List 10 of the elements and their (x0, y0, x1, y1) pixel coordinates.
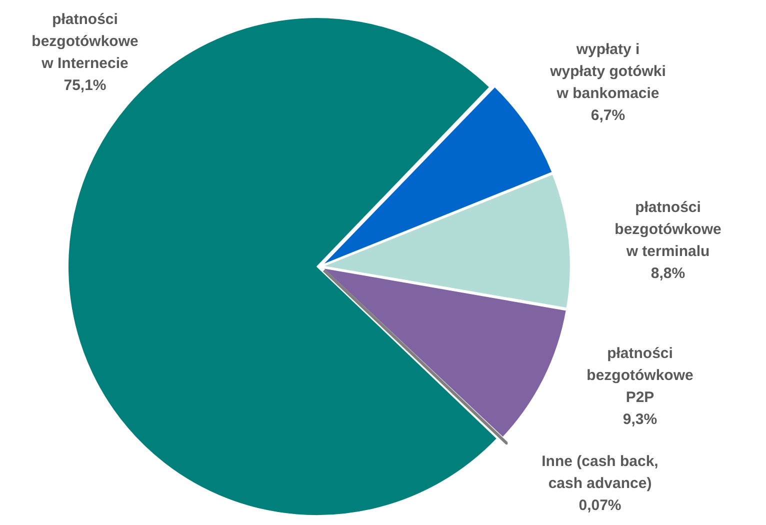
data-label: 75,1% (64, 77, 106, 94)
slice-label: płatności bezgotówkowe P2P (586, 345, 694, 406)
slice-label: wypłaty i wypłaty gotówki w bankomacie (549, 41, 666, 102)
data-label: 0,07% (578, 497, 622, 514)
data-label: 6,7% (590, 107, 626, 124)
slice-label: płatności bezgotówkowe w Internecie (32, 11, 138, 72)
slice-label: Inne (cash back, cash advance) (542, 453, 658, 492)
data-label: 9,3% (622, 411, 658, 428)
data-label: 8,8% (650, 265, 686, 282)
slice-label: płatności bezgotówkowe w terminalu (614, 199, 722, 260)
